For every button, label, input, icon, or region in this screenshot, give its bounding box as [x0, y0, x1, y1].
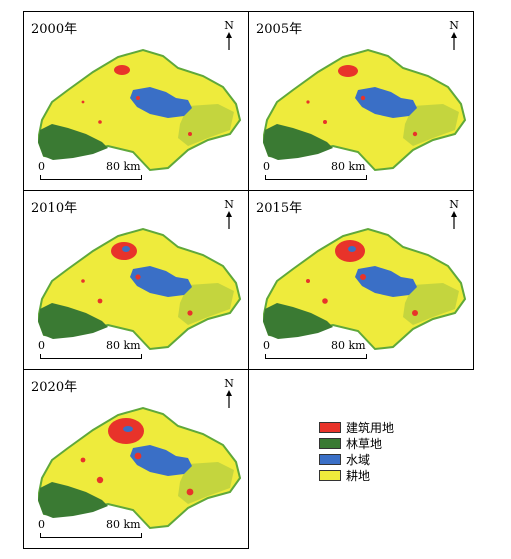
scale-line: [265, 354, 367, 359]
scale-start: 0: [38, 160, 45, 173]
north-arrow-icon: [451, 211, 457, 229]
legend-item-water: 水域: [319, 452, 394, 467]
panel-year-label: 2015年: [256, 201, 303, 216]
scale-bar: 0 80 km: [38, 160, 142, 182]
north-label: N: [224, 377, 234, 390]
legend-swatch: [319, 470, 341, 481]
legend-item-urban: 建筑用地: [319, 420, 394, 435]
map-panel-2020: 2020年 N 0 80 km: [23, 369, 249, 549]
land-use-map: [38, 406, 242, 530]
scale-bar: 0 80 km: [38, 518, 142, 540]
scale-end: 80 km: [106, 160, 141, 173]
scale-line: [40, 175, 142, 180]
north-label: N: [224, 19, 234, 32]
north-arrow-icon: [226, 211, 232, 229]
land-use-map: [38, 48, 242, 172]
scale-end: 80 km: [106, 339, 141, 352]
land-use-map: [263, 48, 467, 172]
panel-year-label: 2005年: [256, 22, 303, 37]
legend-item-forest-grassland: 林草地: [319, 436, 394, 451]
north-arrow: N: [222, 199, 236, 229]
legend-label: 林草地: [346, 437, 383, 451]
scale-line: [40, 533, 142, 538]
panel-year-label: 2010年: [31, 201, 78, 216]
north-arrow: N: [447, 199, 461, 229]
north-label: N: [449, 19, 459, 32]
scale-end: 80 km: [106, 518, 141, 531]
north-arrow: N: [222, 378, 236, 408]
north-label: N: [224, 198, 234, 211]
north-arrow-icon: [226, 390, 232, 408]
map-panel-2005: 2005年 N 0 80 km: [248, 11, 474, 191]
legend-label: 水域: [346, 453, 371, 467]
scale-end: 80 km: [331, 160, 366, 173]
map-panel-2000: 2000年 N 0 80 km: [23, 11, 249, 191]
scale-bar: 0 80 km: [38, 339, 142, 361]
legend-swatch: [319, 454, 341, 465]
north-arrow-icon: [451, 32, 457, 50]
map-panel-2015: 2015年 N 0 80 km: [248, 190, 474, 370]
legend-swatch: [319, 422, 341, 433]
north-arrow: N: [222, 20, 236, 50]
panel-year-label: 2020年: [31, 380, 78, 395]
land-use-map: [263, 227, 467, 351]
legend-swatch: [319, 438, 341, 449]
map-legend: 建筑用地 林草地 水域 耕地: [319, 420, 394, 484]
north-arrow: N: [447, 20, 461, 50]
scale-start: 0: [38, 518, 45, 531]
scale-line: [40, 354, 142, 359]
land-use-map: [38, 227, 242, 351]
scale-line: [265, 175, 367, 180]
scale-start: 0: [263, 339, 270, 352]
map-panel-2010: 2010年 N 0 80 km: [23, 190, 249, 370]
north-label: N: [449, 198, 459, 211]
scale-start: 0: [38, 339, 45, 352]
legend-label: 建筑用地: [346, 421, 395, 435]
panel-year-label: 2000年: [31, 22, 78, 37]
legend-label: 耕地: [346, 469, 371, 483]
scale-bar: 0 80 km: [263, 339, 367, 361]
north-arrow-icon: [226, 32, 232, 50]
scale-start: 0: [263, 160, 270, 173]
scale-bar: 0 80 km: [263, 160, 367, 182]
scale-end: 80 km: [331, 339, 366, 352]
legend-item-cropland: 耕地: [319, 468, 394, 483]
